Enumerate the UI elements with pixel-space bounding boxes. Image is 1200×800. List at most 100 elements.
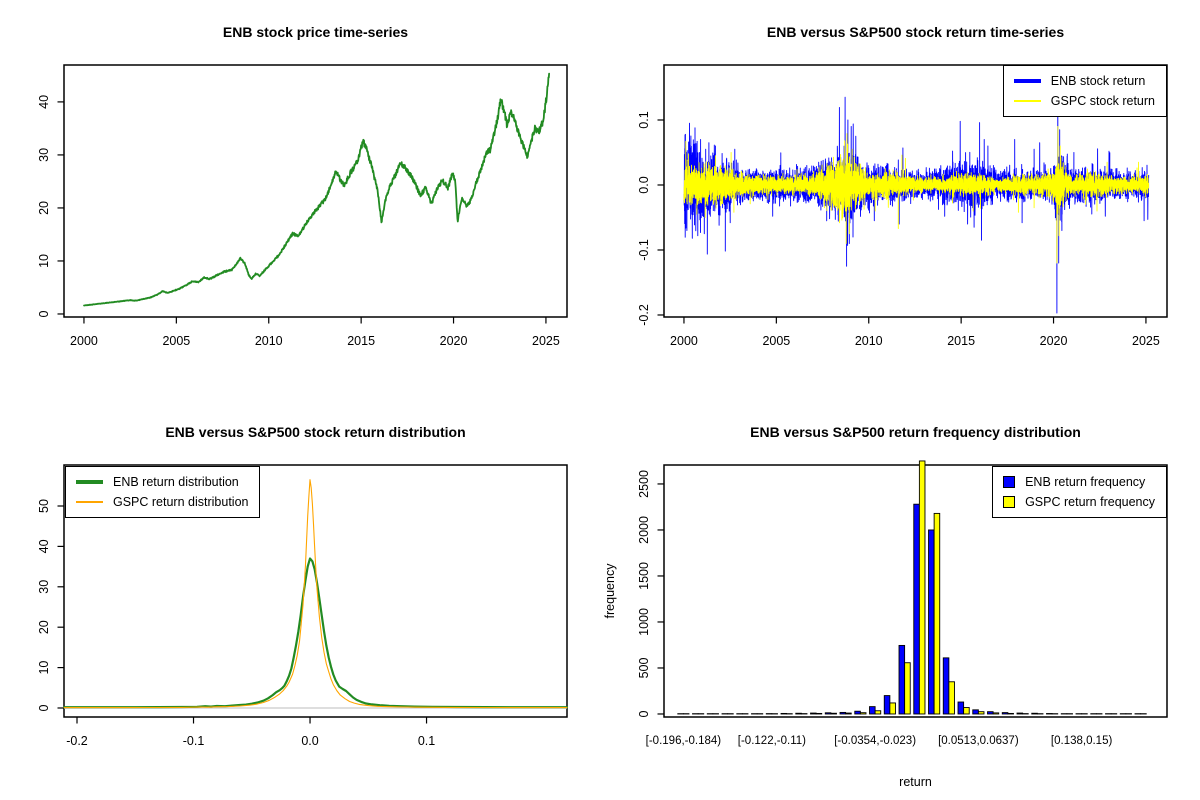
y-tick-label: 50: [37, 499, 51, 513]
bin-interval-label: [0.0513,0.0637): [938, 735, 1019, 747]
y-tick-label: 10: [37, 254, 51, 268]
legend-return-distribution: ENB return distribution GSPC return dist…: [65, 466, 261, 518]
legend-label: ENB stock return: [1050, 73, 1146, 88]
legend-item: GSPC return frequency: [1003, 492, 1155, 512]
legend-item: GSPC return distribution: [76, 492, 248, 512]
x-tick-label: 2010: [255, 334, 283, 348]
legend-item: GSPC stock return: [1013, 91, 1155, 111]
panel-return-frequency: 0 500 1000 1500 2000 2500 return frequency [-0.1…: [600, 400, 1200, 800]
y-tick-label: 0.0: [637, 176, 651, 193]
y-tick-label: 500: [637, 658, 651, 679]
axes: 2000 2005 2010 2015 2020 2025 0 10 20 30 40: [37, 64, 568, 348]
gspc-freq-bar: [859, 712, 867, 715]
price-timeseries-chart: 2000 2005 2010 2015 2020 2025 0 10 20 30 40: [37, 64, 568, 348]
legend-label: ENB return distribution: [113, 474, 239, 489]
y-tick-label: -0.1: [637, 239, 651, 261]
enb-freq-bar: [795, 712, 802, 715]
enb-freq-bar: [898, 644, 906, 715]
x-tick-label: 2025: [532, 334, 560, 348]
gspc-freq-bar: [963, 707, 970, 715]
return-distribution-chart: -0.2 -0.1 0.0 0.1 0 10 20 30 40 50: [37, 464, 569, 748]
chart-title-frequency: ENB versus S&P500 return frequency distr…: [750, 424, 1081, 440]
y-tick-label: 0: [37, 704, 51, 711]
y-tick-label: -0.2: [637, 304, 651, 326]
gspc-density-curve: [63, 479, 568, 709]
gspc-freq-bar: [992, 712, 1000, 715]
legend-label: GSPC return distribution: [113, 494, 249, 509]
y-tick-label: 20: [37, 201, 51, 215]
enb-freq-bar: [824, 712, 832, 715]
y-tick-label: 2500: [637, 470, 651, 498]
x-tick-label: 2020: [1040, 334, 1068, 348]
enb-freq-bar: [1031, 712, 1038, 715]
gspc-freq-bar: [948, 681, 955, 715]
gspc-density-line-key-icon: [76, 501, 103, 503]
panel-return-timeseries: 2000 2005 2010 2015 2020 2025 0.1 0.0 -0.1 -0.2 E…: [600, 0, 1200, 400]
enb-density-line-key-icon: [76, 480, 103, 484]
gspc-freq-bar: [874, 710, 882, 715]
axes: -0.2 -0.1 0.0 0.1 0 10 20 30 40 50: [37, 464, 568, 748]
axes: 0 500 1000 1500 2000 2500: [637, 464, 1168, 718]
enb-return-series: [683, 87, 1150, 314]
x-tick-label: 2020: [440, 334, 468, 348]
x-tick-label: 2025: [1132, 334, 1160, 348]
gspc-return-line-key-icon: [1013, 100, 1041, 102]
plot-frame: [63, 64, 568, 318]
chart-title-distribution: ENB versus S&P500 stock return distribut…: [165, 424, 466, 440]
x-tick-label: 0.1: [418, 734, 435, 748]
x-tick-label: -0.1: [183, 734, 205, 748]
gspc-freq-bar: [1007, 712, 1014, 715]
enb-freq-bar: [810, 712, 817, 715]
enb-freq-bar: [1016, 712, 1024, 715]
x-tick-label: 2010: [855, 334, 883, 348]
y-tick-label: 30: [37, 580, 51, 594]
enb-price-series: [83, 72, 550, 307]
panel-price-timeseries: 2000 2005 2010 2015 2020 2025 0 10 20 30 40 ENB st…: [0, 0, 600, 400]
x-axis-label: return: [899, 775, 932, 789]
legend-item: ENB return frequency: [1003, 472, 1155, 492]
gspc-freq-bar: [904, 662, 911, 715]
enb-density-curve: [63, 557, 569, 709]
enb-freq-bar: [869, 706, 876, 715]
legend-label: GSPC return frequency: [1025, 494, 1155, 509]
x-tick-label: 0.0: [301, 734, 318, 748]
gspc-freq-bar: [815, 712, 823, 715]
gspc-freq-bar: [918, 460, 926, 715]
x-tick-label: 2000: [670, 334, 698, 348]
gspc-freq-bar: [889, 702, 896, 715]
enb-freq-bar: [942, 657, 950, 715]
y-tick-label: 0.1: [637, 111, 651, 128]
chart-title-returns: ENB versus S&P500 stock return time-seri…: [766, 24, 1065, 40]
enb-freq-bar: [913, 503, 920, 715]
legend-item: ENB return distribution: [76, 472, 248, 492]
y-tick-label: 1000: [637, 608, 651, 636]
enb-freq-bar: [839, 711, 847, 715]
legend-return-timeseries: ENB stock return GSPC stock return: [1002, 65, 1167, 117]
y-tick-label: 0: [37, 310, 51, 317]
plot-frame: [663, 464, 1168, 718]
gspc-freq-bar: [830, 712, 837, 715]
gspc-freq-bar: [845, 712, 852, 715]
gspc-freq-bar: [977, 711, 985, 715]
return-timeseries-chart: 2000 2005 2010 2015 2020 2025 0.1 0.0 -0.1 -0.2: [637, 64, 1168, 348]
chart-title-price: ENB stock price time-series: [222, 24, 409, 40]
x-tick-label: -0.2: [66, 734, 88, 748]
bin-interval-label: [-0.0354,-0.023): [834, 735, 916, 747]
enb-freq-bar: [854, 710, 861, 715]
x-tick-label: 2005: [162, 334, 190, 348]
enb-frequency-box-key-icon: [1003, 476, 1016, 488]
legend-label: ENB return frequency: [1025, 474, 1146, 489]
x-tick-label: 2000: [70, 334, 98, 348]
enb-freq-bar: [1001, 712, 1009, 715]
gspc-return-series: [683, 126, 1150, 264]
y-tick-label: 2000: [637, 516, 651, 544]
y-tick-label: 40: [37, 539, 51, 553]
legend-item: ENB stock return: [1013, 71, 1155, 91]
x-tick-label: 2005: [762, 334, 790, 348]
y-tick-label: 0: [637, 710, 651, 717]
panel-return-distribution: -0.2 -0.1 0.0 0.1 0 10 20 30 40 50 ENB versus S&P…: [0, 400, 600, 800]
enb-freq-bar: [957, 701, 965, 715]
y-tick-label: 40: [37, 95, 51, 109]
bin-interval-label: [-0.122,-0.11): [738, 735, 806, 747]
plot-frame: [663, 64, 1168, 318]
